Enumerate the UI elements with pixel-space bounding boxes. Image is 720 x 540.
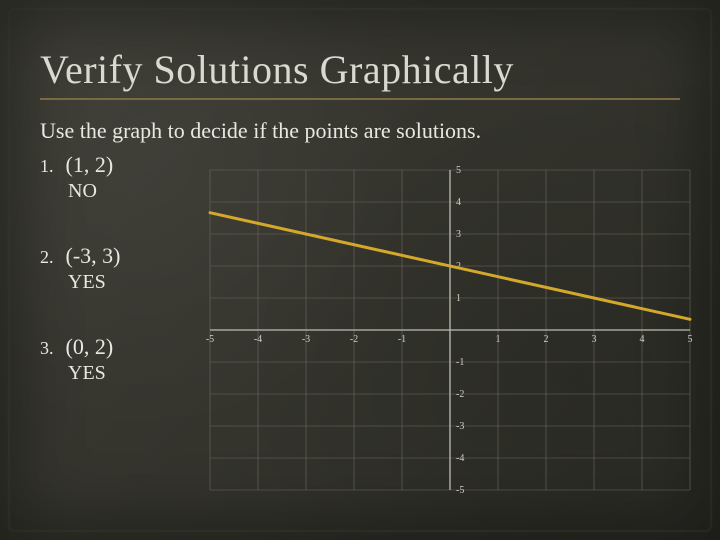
list-item: 3. (0, 2) YES	[40, 334, 120, 385]
svg-text:4: 4	[640, 334, 645, 345]
svg-text:4: 4	[456, 197, 461, 208]
item-number: 1.	[40, 156, 54, 176]
svg-text:3: 3	[456, 229, 461, 240]
svg-text:-2: -2	[350, 334, 358, 345]
item-answer: NO	[68, 180, 120, 203]
svg-text:2: 2	[544, 334, 549, 345]
svg-text:-3: -3	[456, 421, 464, 432]
slide-subtitle: Use the graph to decide if the points ar…	[40, 118, 481, 144]
slide-title: Verify Solutions Graphically	[40, 46, 514, 93]
list-item: 2. (-3, 3) YES	[40, 243, 120, 294]
svg-text:-1: -1	[456, 357, 464, 368]
svg-text:5: 5	[456, 165, 461, 176]
title-underline	[40, 98, 680, 100]
svg-text:-3: -3	[302, 334, 310, 345]
svg-text:5: 5	[688, 334, 693, 345]
svg-text:-4: -4	[456, 453, 464, 464]
item-point: (-3, 3)	[66, 243, 121, 268]
svg-text:-1: -1	[398, 334, 406, 345]
item-number: 2.	[40, 247, 54, 267]
question-list: 1. (1, 2) NO 2. (-3, 3) YES 3. (0, 2) YE…	[40, 152, 120, 425]
svg-text:3: 3	[592, 334, 597, 345]
item-answer: YES	[68, 362, 120, 385]
item-number: 3.	[40, 338, 54, 358]
svg-text:-5: -5	[456, 485, 464, 496]
coordinate-chart: -5-4-3-2-112345-5-4-3-2-112345	[200, 160, 700, 500]
svg-text:1: 1	[456, 293, 461, 304]
slide: Verify Solutions Graphically Use the gra…	[0, 0, 720, 540]
svg-text:-4: -4	[254, 334, 262, 345]
item-answer: YES	[68, 271, 120, 294]
list-item: 1. (1, 2) NO	[40, 152, 120, 203]
svg-text:-5: -5	[206, 334, 214, 345]
svg-text:1: 1	[496, 334, 501, 345]
item-point: (1, 2)	[66, 152, 114, 177]
item-point: (0, 2)	[66, 334, 114, 359]
svg-text:-2: -2	[456, 389, 464, 400]
